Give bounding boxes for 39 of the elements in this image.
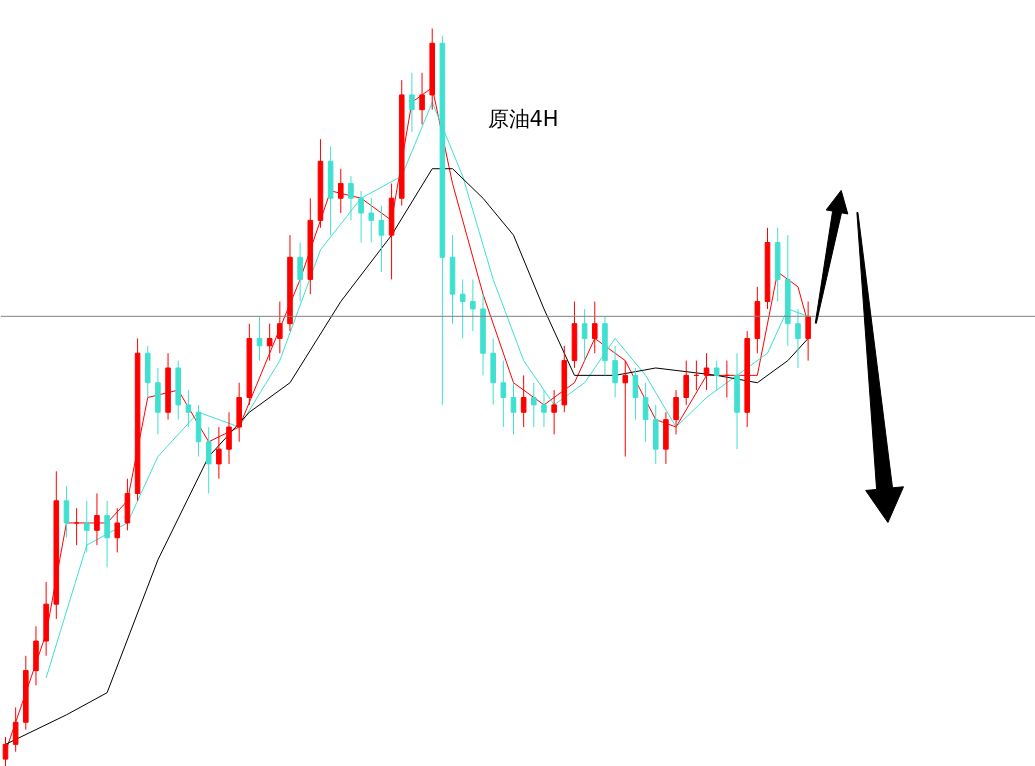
candlestick xyxy=(94,492,100,546)
candlestick xyxy=(409,72,415,133)
candlestick xyxy=(642,382,649,443)
candlestick xyxy=(114,507,121,553)
candlestick xyxy=(510,382,517,435)
candlestick xyxy=(581,308,588,362)
candlestick xyxy=(531,382,537,428)
candlestick xyxy=(185,389,192,428)
candlestick xyxy=(63,485,70,539)
candlestick xyxy=(683,360,690,406)
candlestick xyxy=(622,360,629,458)
candlestick xyxy=(348,175,354,221)
candlestick xyxy=(337,168,344,214)
candlestick xyxy=(459,278,466,339)
candlestick xyxy=(713,360,720,391)
candlestick xyxy=(83,500,90,553)
candlestick xyxy=(632,367,639,421)
candlestick xyxy=(673,389,679,435)
candlestick xyxy=(368,197,375,244)
candlestick xyxy=(73,507,80,546)
candlestick xyxy=(104,500,110,568)
candlestick xyxy=(205,426,212,494)
candlestick xyxy=(795,308,801,369)
candlestick xyxy=(541,389,547,428)
candlestick xyxy=(216,426,222,480)
candlestick xyxy=(226,411,232,465)
candlestick xyxy=(277,301,283,354)
candlestick xyxy=(551,389,557,435)
candlestick xyxy=(612,345,618,398)
candlestick xyxy=(378,205,385,273)
candlestick xyxy=(500,360,507,428)
candlestick xyxy=(297,242,303,303)
text: 原油4H xyxy=(487,106,559,131)
candlestick xyxy=(591,301,598,354)
candlestick xyxy=(470,278,476,332)
candlestick xyxy=(358,190,364,244)
candlestick xyxy=(520,374,527,428)
candlestick xyxy=(703,352,710,391)
candlestick xyxy=(266,323,273,362)
